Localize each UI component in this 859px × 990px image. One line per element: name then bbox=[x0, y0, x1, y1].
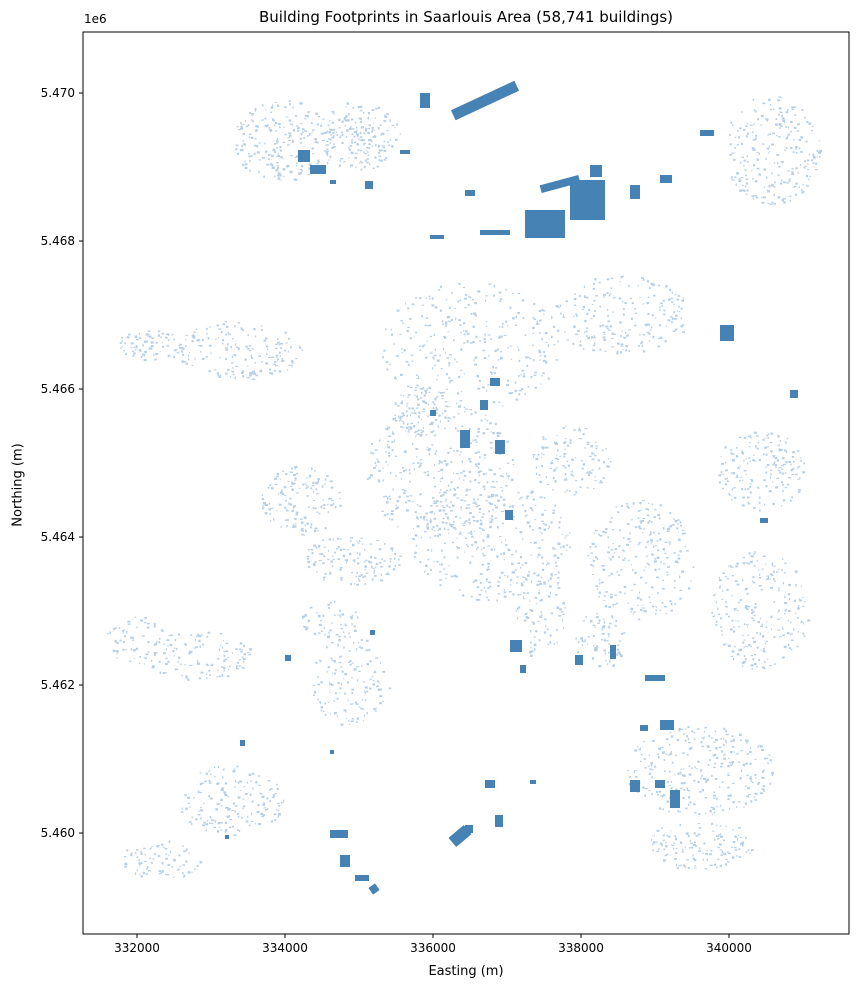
y-tick-label: 5.466 bbox=[41, 382, 75, 396]
industrial-building-layer bbox=[225, 80, 798, 895]
y-tick-label: 5.460 bbox=[41, 826, 75, 840]
y-axis-offset-label: 1e6 bbox=[84, 12, 107, 26]
residential-building-layer bbox=[107, 96, 822, 878]
x-tick-label: 332000 bbox=[114, 941, 160, 955]
x-tick-label: 334000 bbox=[262, 941, 308, 955]
x-axis-ticks: 332000 334000 336000 338000 340000 bbox=[114, 934, 752, 955]
y-tick-label: 5.470 bbox=[41, 86, 75, 100]
x-tick-label: 336000 bbox=[410, 941, 456, 955]
y-axis-ticks: 5.460 5.462 5.464 5.466 5.468 5.470 bbox=[41, 86, 83, 840]
y-tick-label: 5.462 bbox=[41, 678, 75, 692]
y-tick-label: 5.468 bbox=[41, 234, 75, 248]
plot-frame bbox=[82, 31, 850, 935]
x-tick-label: 340000 bbox=[706, 941, 752, 955]
x-axis-label: Easting (m) bbox=[428, 964, 504, 979]
y-tick-label: 5.464 bbox=[41, 530, 75, 544]
x-tick-label: 338000 bbox=[558, 941, 604, 955]
chart-title: Building Footprints in Saarlouis Area (5… bbox=[258, 8, 674, 26]
